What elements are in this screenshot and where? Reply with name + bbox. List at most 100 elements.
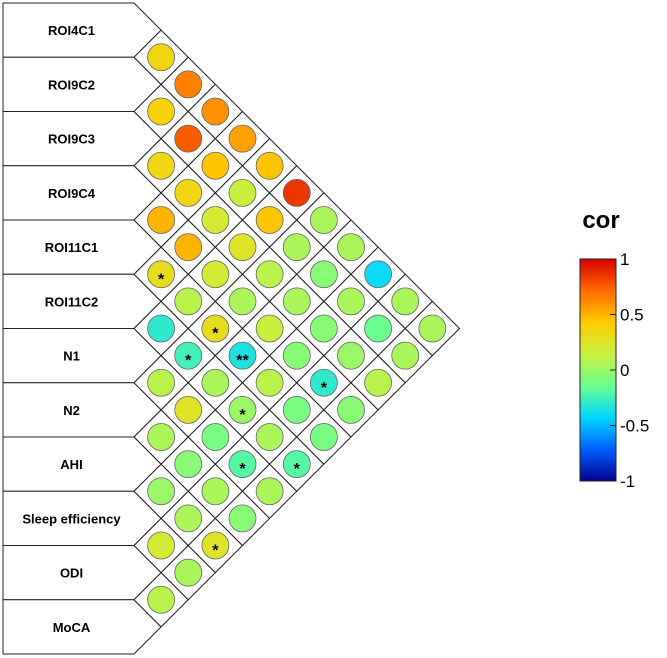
- correlation-circle: [147, 477, 176, 506]
- correlation-circle: [147, 531, 176, 560]
- correlation-circle: [174, 341, 203, 370]
- correlation-circle: [147, 423, 176, 451]
- variable-label: ROI4C1: [48, 23, 95, 38]
- significance-marker: *: [239, 461, 246, 478]
- variable-label: ROI9C2: [48, 77, 95, 92]
- correlation-circle: [228, 233, 257, 262]
- correlation-circle: [174, 178, 203, 207]
- correlation-circle: [228, 341, 257, 370]
- correlation-circle: [147, 151, 176, 180]
- correlation-circle: [228, 504, 257, 533]
- variable-label: ODI: [60, 566, 83, 581]
- correlation-circle: [201, 368, 230, 397]
- legend-tick-label: -0.5: [620, 417, 649, 436]
- correlation-circle: [201, 151, 230, 180]
- significance-marker: *: [212, 326, 219, 343]
- variable-label: ROI11C2: [45, 294, 98, 309]
- significance-marker: *: [239, 407, 246, 424]
- correlation-circle: [147, 585, 176, 614]
- correlation-circle: [228, 450, 257, 479]
- correlation-circle: [255, 260, 284, 289]
- legend-tick-label: -1: [620, 472, 635, 491]
- correlation-circle: [337, 341, 365, 370]
- correlation-circle: [309, 206, 338, 234]
- correlation-circle: [201, 206, 230, 234]
- correlation-circle: [337, 395, 365, 424]
- significance-marker: **: [236, 353, 249, 370]
- correlation-circle: [147, 368, 176, 397]
- variable-label: AHI: [60, 457, 82, 472]
- correlation-circle: [364, 368, 393, 397]
- variable-labels: ROI4C1 ROI9C2 ROI9C3 ROI9C4 ROI11C1 ROI11C2 N1…: [2, 2, 162, 655]
- correlation-circle: [228, 124, 257, 153]
- legend-tick-label: 0: [620, 361, 629, 380]
- correlation-circle: [282, 450, 311, 479]
- significance-marker: *: [321, 380, 328, 397]
- variable-label: MoCA: [53, 620, 91, 635]
- correlation-circle: [147, 314, 176, 343]
- variable-label-box: [2, 328, 162, 384]
- correlation-circle: [174, 558, 203, 587]
- correlation-circle: [255, 423, 284, 451]
- correlation-circle: [282, 395, 311, 424]
- variable-label-box: [2, 599, 162, 655]
- color-legend: cor 1 0.5 0 -0.5 -1: [579, 207, 649, 491]
- correlation-circle: [255, 314, 284, 343]
- correlation-circle: [228, 395, 257, 424]
- significance-marker: *: [158, 271, 165, 288]
- correlation-circle: [201, 531, 230, 560]
- correlation-circle: [201, 97, 230, 126]
- correlation-circle: [309, 423, 338, 451]
- correlation-circle: [282, 178, 311, 207]
- correlation-circle: [255, 151, 284, 180]
- correlation-circle: [201, 260, 230, 289]
- correlation-circle: [201, 423, 230, 451]
- legend-tick-label: 0.5: [620, 306, 644, 325]
- correlation-circle: [174, 233, 203, 262]
- correlation-circle: [337, 233, 365, 262]
- correlation-circle: [147, 97, 176, 126]
- variable-label: N1: [63, 349, 80, 364]
- correlation-circle: [282, 233, 311, 262]
- correlation-circle: [309, 314, 338, 343]
- correlation-circle: [309, 260, 338, 289]
- correlation-circle: [282, 341, 311, 370]
- variable-label-box: [2, 382, 162, 438]
- variable-label: ROI9C3: [48, 132, 95, 147]
- correlation-circle: [174, 395, 203, 424]
- legend-tick-label: 1: [620, 250, 629, 269]
- correlation-circle: [309, 368, 338, 397]
- variable-label: ROI9C4: [48, 186, 96, 201]
- legend-title: cor: [582, 207, 619, 234]
- significance-marker: *: [185, 353, 192, 370]
- correlation-circle: [174, 124, 203, 153]
- correlation-circle: [364, 260, 393, 289]
- correlation-circle: [391, 341, 420, 370]
- correlation-circle: [174, 504, 203, 533]
- correlation-circle: [147, 260, 176, 289]
- correlation-cells: **********: [133, 29, 461, 628]
- correlation-circle: [255, 206, 284, 234]
- correlation-circle: [418, 314, 447, 343]
- correlation-circle: [255, 368, 284, 397]
- correlation-circle: [391, 287, 420, 316]
- correlation-circle: [364, 314, 393, 343]
- variable-label: ROI11C1: [45, 240, 98, 255]
- correlation-circle: [282, 287, 311, 316]
- correlation-circle: [174, 70, 203, 99]
- correlation-circle: [228, 287, 257, 316]
- correlation-circle: [337, 287, 365, 316]
- correlation-circle: [174, 287, 203, 316]
- correlation-circle: [147, 206, 176, 234]
- significance-marker: *: [212, 543, 219, 560]
- correlation-circle: [228, 178, 257, 207]
- correlation-circle: [147, 43, 176, 72]
- variable-label: Sleep efficiency: [22, 511, 121, 526]
- correlation-circle: [201, 477, 230, 506]
- correlation-circle: [174, 450, 203, 479]
- correlation-circle: [255, 477, 284, 506]
- significance-marker: *: [294, 461, 301, 478]
- variable-label: N2: [63, 403, 80, 418]
- correlation-circle: [201, 314, 230, 343]
